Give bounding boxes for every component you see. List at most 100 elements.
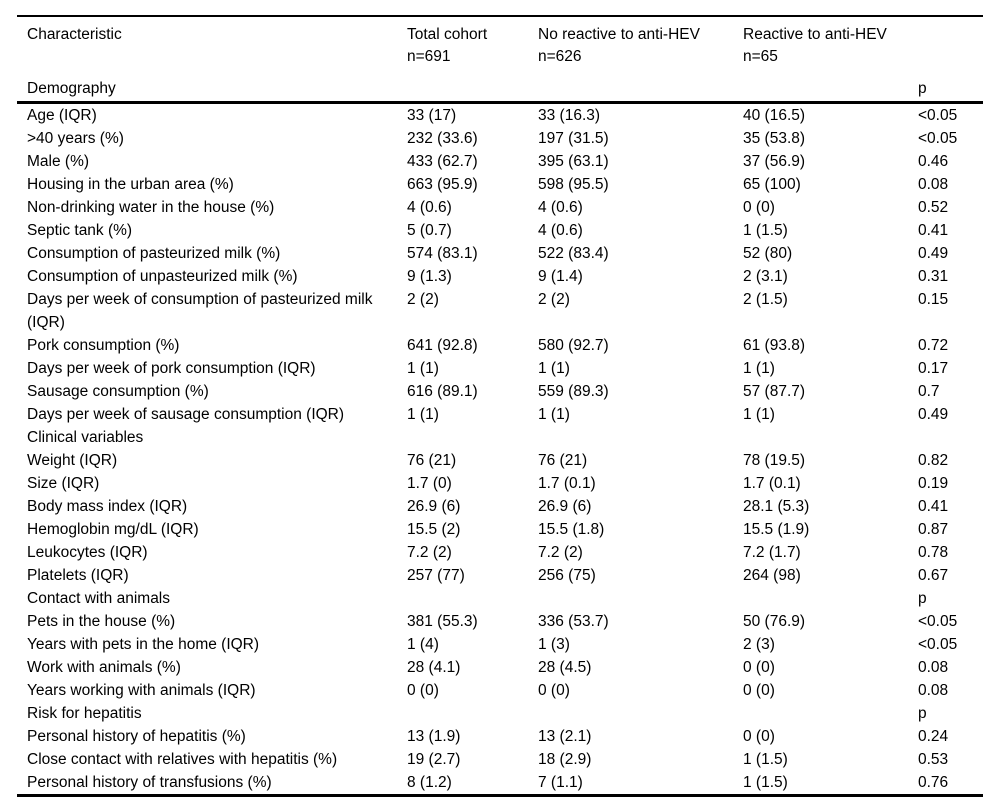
no-reactive-value: 7 (1.1) [538,774,583,791]
row-label: Sausage consumption (%) [27,383,209,400]
p-value: 0.49 [918,406,949,423]
table-row: Pork consumption (%) 641 (92.8) 580 (92.7)… [17,334,983,357]
reactive-value: 2 (3.1) [743,268,788,285]
p-value: p [918,705,927,722]
reactive-value: 1 (1) [743,406,775,423]
no-reactive-value: 580 (92.7) [538,337,609,354]
baseline-characteristics-table: Characteristic Total cohort n=691 No rea… [17,15,983,797]
p-value: 0.87 [918,521,949,538]
p-value: <0.05 [918,107,958,124]
p-value: 0.7 [918,383,940,400]
p-value: 0.41 [918,498,949,515]
table-row: Leukocytes (IQR) 7.2 (2) 7.2 (2) 7.2 (1.7) 0… [17,541,983,564]
no-reactive-value [528,587,733,610]
row-label: Age (IQR) [27,107,97,124]
empty-cell [397,77,528,100]
section-row: Clinical variables [17,426,983,449]
table-row: Close contact with relatives with hepati… [17,748,983,771]
row-label: Non-drinking water in the house (%) [27,199,275,216]
total-cohort-value: 232 (33.6) [407,130,478,147]
no-reactive-value: 15.5 (1.8) [538,521,605,538]
row-label: Housing in the urban area (%) [27,176,234,193]
no-reactive-value: 26.9 (6) [538,498,592,515]
row-label: Days per week of sausage consumption (IQ… [27,406,345,423]
total-cohort-value: 13 (1.9) [407,728,461,745]
p-value: <0.05 [918,636,958,653]
no-reactive-value: 0 (0) [538,682,570,699]
row-label: Consumption of unpasteurized milk (%) [27,268,298,285]
row-label: Size (IQR) [27,475,100,492]
col-header-total-cohort-n: n=691 [407,48,451,65]
table-row: Years working with animals (IQR) 0 (0) 0 (… [17,679,983,702]
row-label: Personal history of transfusions (%) [27,774,272,791]
p-value: 0.24 [918,728,949,745]
no-reactive-value: 197 (31.5) [538,130,609,147]
p-value: <0.05 [918,130,958,147]
reactive-value: 15.5 (1.9) [743,521,810,538]
reactive-value: 2 (1.5) [743,291,788,308]
table-row: Years with pets in the home (IQR) 1 (4) 1 … [17,633,983,656]
no-reactive-value: 13 (2.1) [538,728,592,745]
p-value: 0.72 [918,337,949,354]
row-label: Risk for hepatitis [27,705,142,722]
p-value: 0.31 [918,268,949,285]
row-label: Platelets (IQR) [27,567,129,584]
p-value: 0.53 [918,751,949,768]
row-label: Septic tank (%) [27,222,133,239]
no-reactive-value: 4 (0.6) [538,222,583,239]
reactive-value: 52 (80) [743,245,793,262]
p-value [908,426,983,449]
no-reactive-value: 256 (75) [538,567,596,584]
row-label: Male (%) [27,153,90,170]
no-reactive-value: 18 (2.9) [538,751,592,768]
reactive-value: 264 (98) [743,567,801,584]
total-cohort-value: 33 (17) [407,107,457,124]
reactive-value [733,587,908,610]
table-row: Non-drinking water in the house (%) 4 (0.… [17,196,983,219]
no-reactive-value: 598 (95.5) [538,176,609,193]
row-label: Close contact with relatives with hepati… [27,751,338,768]
total-cohort-value: 8 (1.2) [407,774,452,791]
table-row: Consumption of pasteurized milk (%) 574 (… [17,242,983,265]
col-header-no-reactive-label: No reactive to anti-HEV [538,26,700,43]
p-value: 0.17 [918,360,949,377]
row-label: Body mass index (IQR) [27,498,188,515]
no-reactive-value [528,426,733,449]
reactive-value: 1 (1.5) [743,774,788,791]
row-label: Personal history of hepatitis (%) [27,728,246,745]
table-top-rule [17,15,983,17]
p-value: 0.41 [918,222,949,239]
col-header-total-cohort-label: Total cohort [407,26,488,43]
p-value: p [918,590,927,607]
total-cohort-value [397,587,528,610]
table-row: Male (%) 433 (62.7) 395 (63.1) 37 (56.9) 0.4… [17,150,983,173]
row-label: Work with animals (%) [27,659,181,676]
table-row: Days per week of pork consumption (IQR) 1… [17,357,983,380]
section-header-demography: Demography [27,80,116,97]
row-label: Weight (IQR) [27,452,118,469]
reactive-value: 50 (76.9) [743,613,806,630]
total-cohort-value: 1 (1) [407,406,439,423]
no-reactive-value: 28 (4.5) [538,659,592,676]
total-cohort-value: 433 (62.7) [407,153,478,170]
no-reactive-value: 4 (0.6) [538,199,583,216]
no-reactive-value: 1.7 (0.1) [538,475,596,492]
empty-cell [733,77,908,100]
row-label: Days per week of pork consumption (IQR) [27,360,316,377]
reactive-value: 7.2 (1.7) [743,544,801,561]
total-cohort-value: 4 (0.6) [407,199,452,216]
table-row: Septic tank (%) 5 (0.7) 4 (0.6) 1 (1.5) 0.41 [17,219,983,242]
p-value: 0.08 [918,659,949,676]
p-value: <0.05 [918,613,958,630]
table-row: Personal history of transfusions (%) 8 (1… [17,771,983,794]
total-cohort-value: 2 (2) [407,291,439,308]
table-row: Body mass index (IQR) 26.9 (6) 26.9 (6) 28.… [17,495,983,518]
col-header-no-reactive-n: n=626 [538,48,582,65]
reactive-value: 40 (16.5) [743,107,806,124]
table-header: Characteristic Total cohort n=691 No rea… [17,17,983,100]
no-reactive-value: 2 (2) [538,291,570,308]
row-label: Consumption of pasteurized milk (%) [27,245,281,262]
total-cohort-value: 15.5 (2) [407,521,461,538]
reactive-value: 28.1 (5.3) [743,498,810,515]
p-value: 0.52 [918,199,949,216]
